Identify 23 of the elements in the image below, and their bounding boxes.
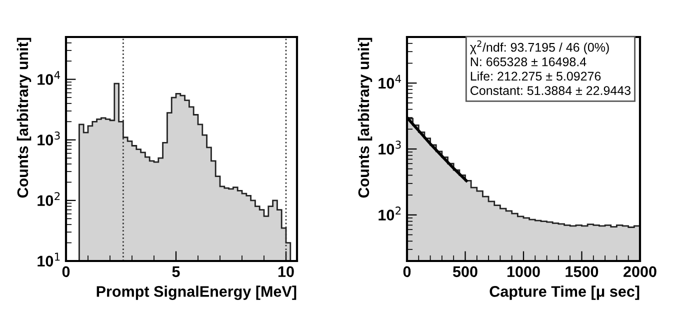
y-tick-label: 10$^{1}$ (38, 252, 60, 267)
x-axis-title: Capture Time [μ sec] (490, 286, 640, 300)
x-tick-label: 500 (452, 266, 478, 278)
y-axis-title: Counts [arbitrary unit] (358, 38, 372, 198)
x-tick-label: 2000 (624, 266, 656, 278)
annotation: Constant: 51.3884 ± 22.9443 (470, 86, 631, 95)
x-tick-label: 0 (62, 266, 70, 278)
y-tick-label: 10$^{3}$ (38, 132, 60, 146)
x-axis-title: Prompt SignalEnergy [MeV] (96, 286, 296, 300)
x-tick-label: 10 (278, 266, 294, 278)
y-tick-label: 10$^{4}$ (38, 71, 60, 85)
y-tick-label: 10$^{2}$ (378, 206, 401, 220)
y-tick-label: 10$^{3}$ (378, 140, 401, 155)
y-tick-label: 10$^{4}$ (378, 74, 402, 89)
x-tick-label: 1000 (507, 266, 540, 278)
annotation: Life: 212.275 ± 5.09276 (470, 71, 601, 81)
y-tick-label: 10$^{2}$ (38, 192, 60, 206)
annotation: χ$^{2}$/ndf: 93.7195 / 46 (0%) (470, 40, 609, 54)
annotation: N: 665328 ± 16498.4 (470, 57, 586, 66)
y-axis-title: Counts [arbitrary unit] (16, 38, 32, 198)
x-tick-label: 5 (172, 266, 180, 278)
x-tick-label: 1500 (566, 266, 598, 278)
x-tick-label: 0 (403, 266, 411, 278)
